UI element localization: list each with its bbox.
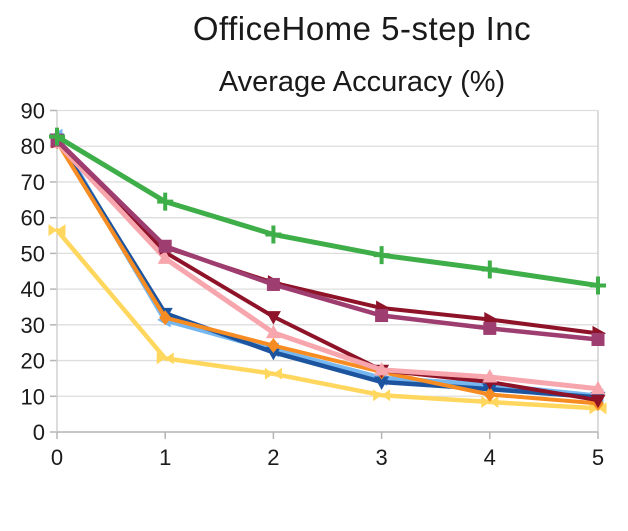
x-tick-label: 1 — [159, 445, 171, 470]
dark-red-lower-line-marker — [590, 394, 606, 409]
pink-line-marker — [157, 250, 173, 264]
y-tick-label: 90 — [21, 99, 45, 124]
chart-title: OfficeHome 5-step Inc — [192, 10, 532, 47]
purple-line-path — [54, 137, 601, 342]
yellow-line-marker — [48, 224, 66, 237]
green-line-marker — [157, 192, 174, 211]
orange-line-marker — [483, 386, 496, 402]
green-line-marker — [373, 246, 390, 265]
green-line-marker — [590, 276, 606, 295]
pink-line-marker — [265, 324, 281, 339]
yellow-line-path — [54, 227, 601, 411]
green-line-path — [54, 134, 601, 289]
navy-line-marker — [374, 376, 390, 390]
green-line-marker — [265, 225, 282, 244]
orange-line-marker — [267, 338, 280, 354]
y-tick-label: 20 — [21, 349, 45, 374]
orange-line-path — [55, 139, 600, 406]
yellow-line-marker — [481, 395, 499, 408]
x-tick-label: 5 — [592, 445, 604, 470]
y-tick-label: 60 — [21, 206, 45, 231]
x-tick-label: 3 — [375, 445, 387, 470]
yellow-line-marker — [264, 367, 282, 380]
navy-line-path — [54, 136, 601, 400]
dark-red-upper-line-path — [55, 138, 600, 336]
y-tick-label: 80 — [21, 134, 45, 159]
pink-line-marker — [590, 380, 606, 395]
navy-line-marker — [265, 346, 281, 361]
orange-line-marker — [159, 310, 172, 326]
y-tick-label: 0 — [33, 420, 45, 445]
pink-line-marker — [374, 361, 390, 376]
y-tick-label: 50 — [21, 241, 45, 266]
purple-line-marker — [591, 332, 605, 346]
dark-red-lower-line-path — [55, 138, 600, 403]
x-tick-label: 0 — [51, 445, 63, 470]
y-tick-label: 40 — [21, 277, 45, 302]
dark-red-lower-line-marker — [265, 311, 281, 325]
x-tick-label: 2 — [267, 445, 279, 470]
yellow-line-marker — [156, 352, 174, 365]
y-tick-label: 10 — [21, 384, 45, 409]
y-tick-label: 30 — [21, 313, 45, 338]
chart-subtitle: Average Accuracy (%) — [218, 66, 506, 98]
pink-line-marker — [482, 368, 498, 383]
purple-line-marker — [483, 321, 497, 335]
x-tick-label: 4 — [484, 445, 496, 470]
yellow-line-marker — [373, 389, 391, 402]
purple-line-marker — [158, 239, 172, 253]
green-line-marker — [49, 127, 65, 146]
purple-line-marker — [375, 309, 389, 323]
purple-line-marker — [266, 277, 280, 291]
pink-line-path — [54, 140, 601, 392]
y-tick-label: 70 — [21, 170, 45, 195]
green-line-marker — [481, 260, 498, 279]
